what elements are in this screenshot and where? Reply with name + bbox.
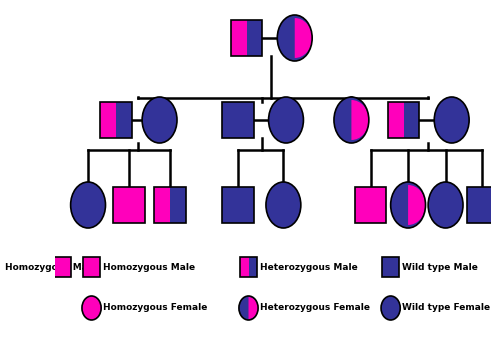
Ellipse shape (239, 296, 258, 320)
Bar (114, 187, 144, 223)
Wedge shape (408, 185, 426, 225)
Wedge shape (248, 297, 258, 319)
Text: Homozygous Male: Homozygous Male (103, 263, 195, 272)
Text: Wild type Female: Wild type Female (402, 304, 490, 313)
Bar (231, 20, 262, 56)
Bar (382, 257, 400, 277)
Ellipse shape (434, 97, 469, 143)
Ellipse shape (82, 296, 101, 320)
Wedge shape (352, 100, 369, 140)
Bar (222, 102, 254, 138)
Bar (382, 257, 400, 277)
Bar (222, 187, 254, 223)
Bar (154, 187, 186, 223)
Bar (247, 20, 262, 56)
Bar (240, 257, 248, 277)
Ellipse shape (70, 182, 106, 228)
Bar (388, 102, 404, 138)
Text: Homozygous Female: Homozygous Female (103, 304, 208, 313)
Ellipse shape (334, 97, 369, 143)
Text: Wild type Male: Wild type Male (402, 263, 478, 272)
Bar (53, 257, 70, 277)
Bar (114, 187, 144, 223)
Bar (222, 187, 254, 223)
Bar (404, 102, 419, 138)
Bar (83, 257, 100, 277)
Bar (466, 187, 498, 223)
Ellipse shape (278, 15, 312, 61)
Bar (53, 257, 70, 277)
Ellipse shape (390, 182, 426, 228)
Ellipse shape (381, 296, 400, 320)
Bar (388, 102, 420, 138)
Bar (355, 187, 386, 223)
Bar (83, 257, 100, 277)
Text: Heterozygous Female: Heterozygous Female (260, 304, 370, 313)
Bar (222, 102, 254, 138)
Bar (116, 102, 132, 138)
Bar (100, 102, 116, 138)
Bar (240, 257, 257, 277)
Bar (154, 187, 170, 223)
Bar (466, 187, 498, 223)
Bar (248, 257, 257, 277)
Bar (100, 102, 132, 138)
Text: Heterozygous Male: Heterozygous Male (260, 263, 358, 272)
Text: Homozygous Male: Homozygous Male (4, 263, 97, 272)
Bar (231, 20, 247, 56)
Ellipse shape (428, 182, 463, 228)
Ellipse shape (266, 182, 301, 228)
Bar (170, 187, 186, 223)
Wedge shape (294, 18, 312, 58)
Bar (355, 187, 386, 223)
Ellipse shape (142, 97, 177, 143)
Ellipse shape (268, 97, 304, 143)
